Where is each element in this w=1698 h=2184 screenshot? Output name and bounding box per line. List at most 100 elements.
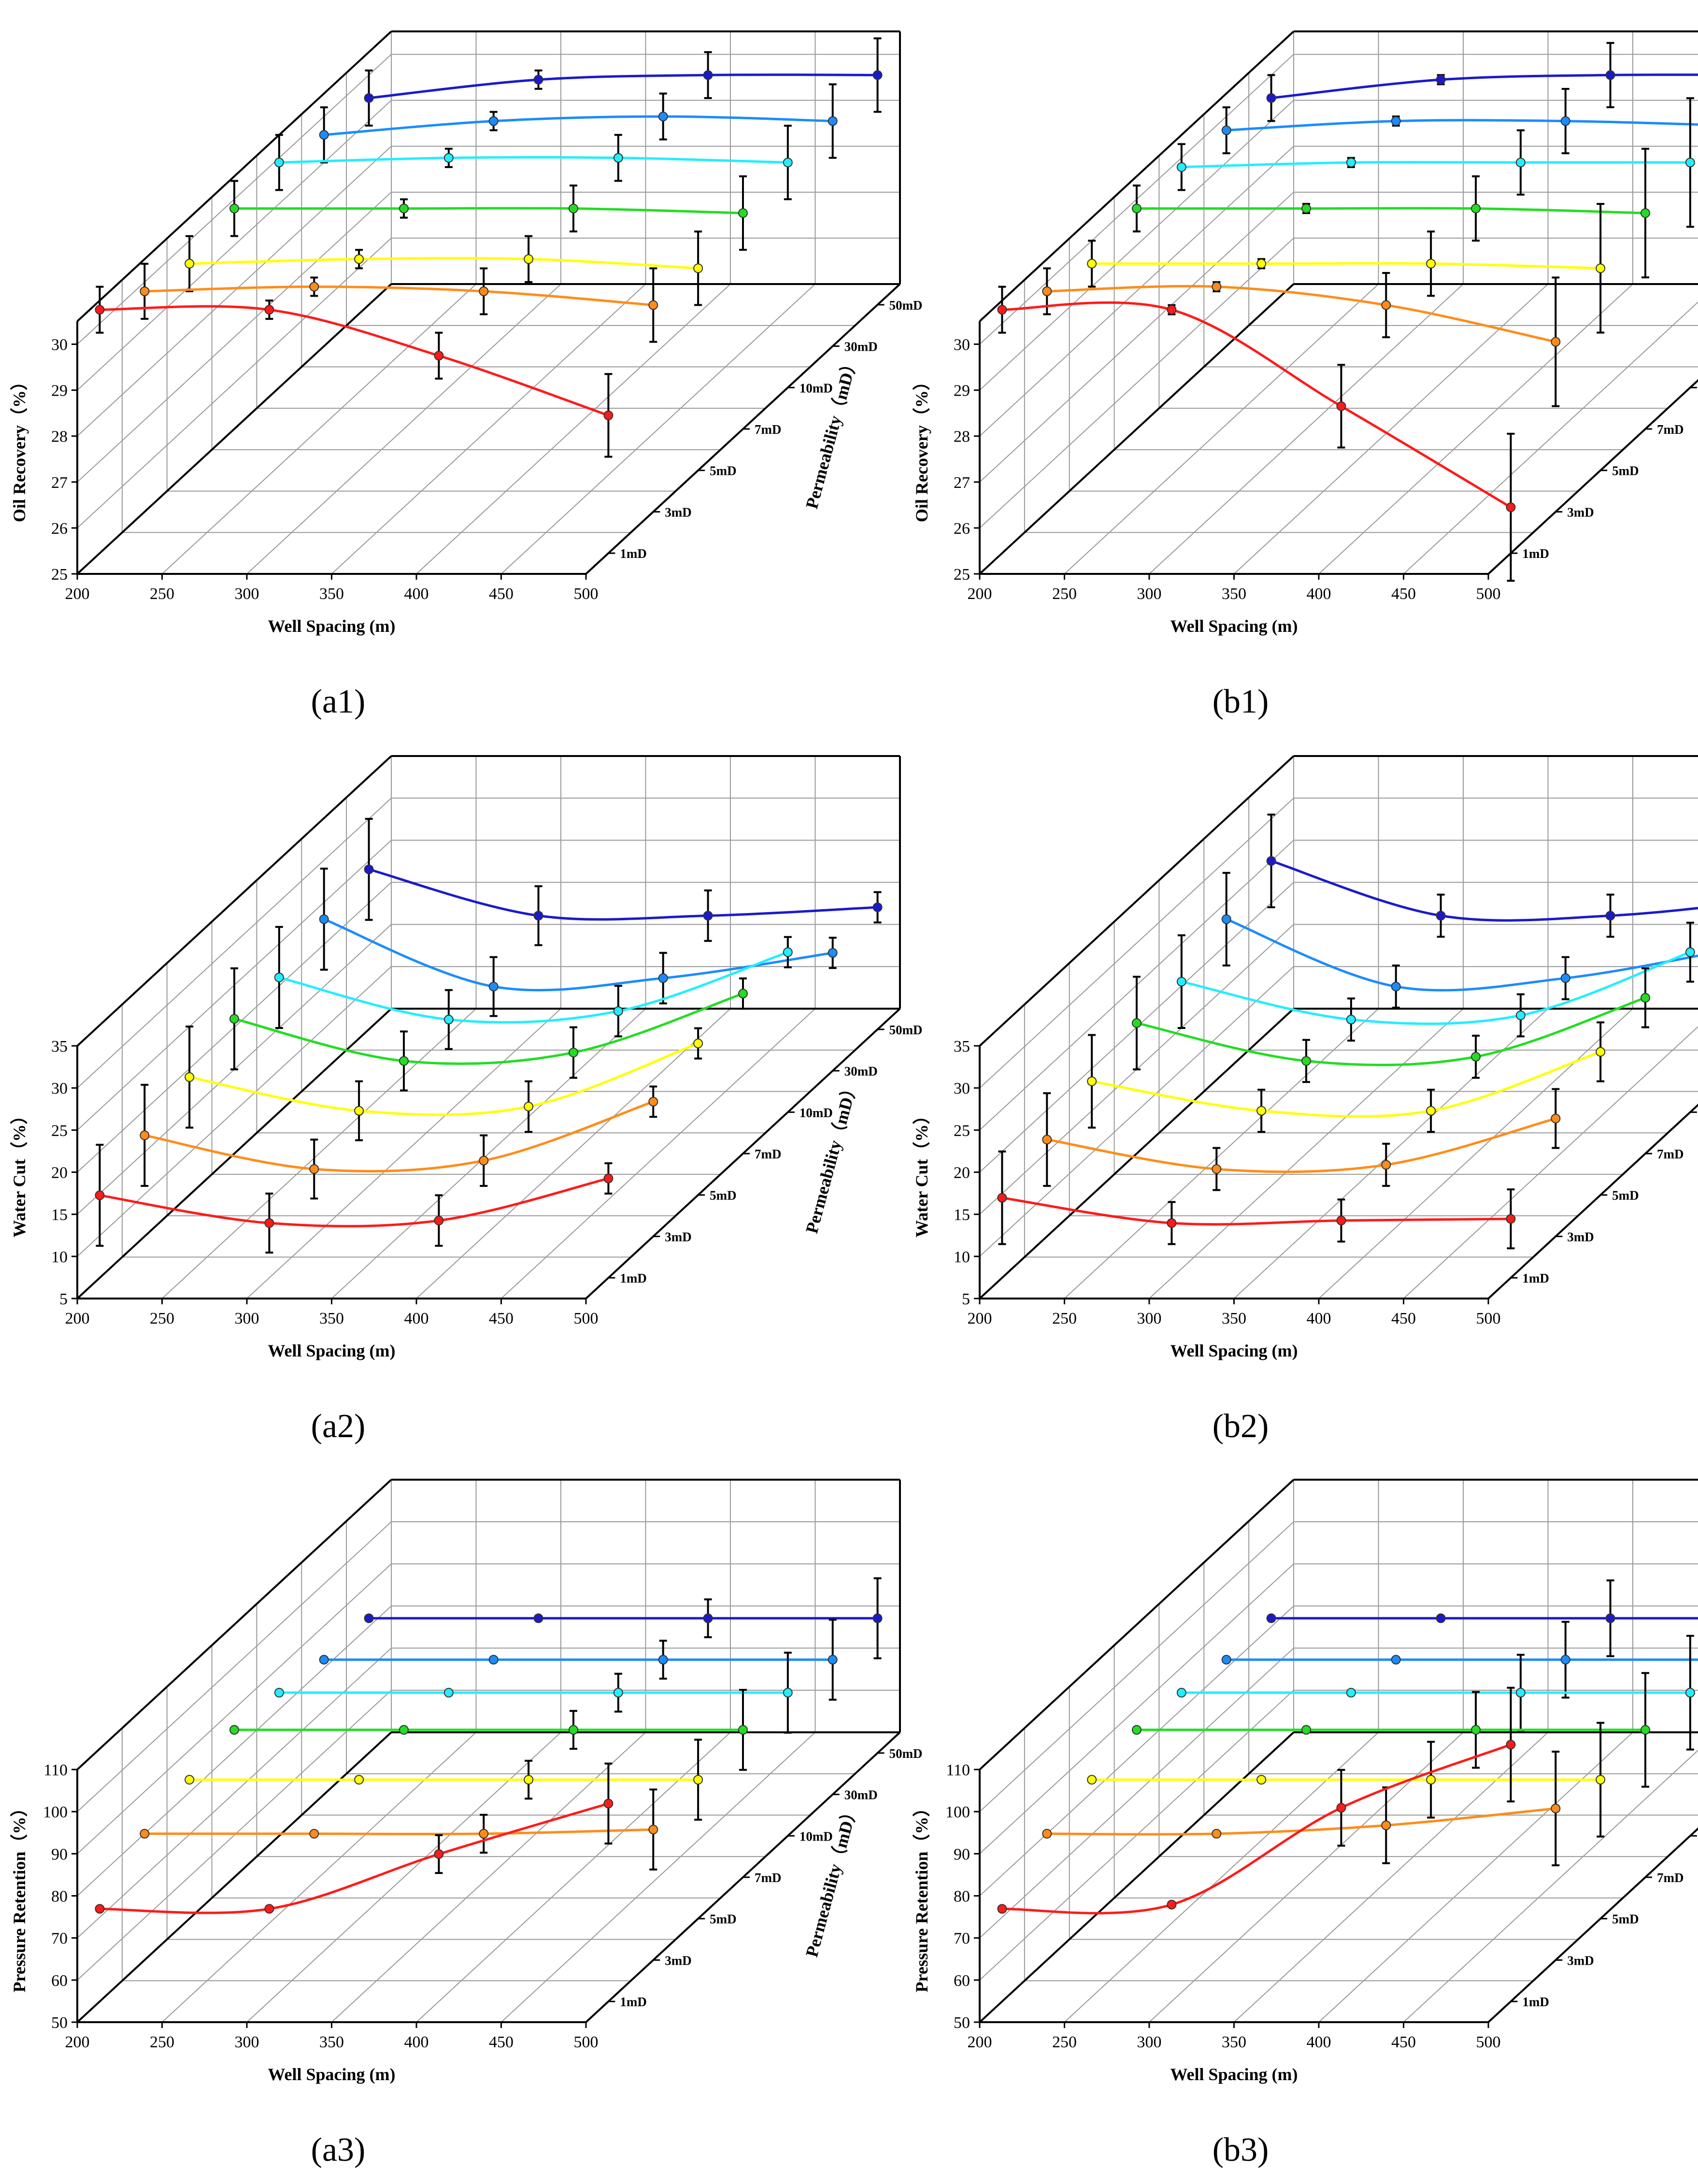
- depth-tick-label: 7mD: [755, 422, 782, 437]
- data-point: [828, 116, 838, 126]
- data-point: [783, 947, 793, 957]
- series-line: [1002, 301, 1512, 509]
- series-10mD: [1176, 922, 1695, 1042]
- y-tick-label: 15: [954, 1206, 970, 1224]
- x-tick-label: 450: [489, 1310, 514, 1328]
- data-point: [1256, 1775, 1267, 1785]
- side-wall-gridline: [979, 192, 1294, 483]
- data-point: [738, 988, 748, 999]
- plot-box: [979, 1479, 1698, 2023]
- depth-tick-label: 5mD: [1612, 1912, 1639, 1927]
- data-point: [1506, 502, 1516, 513]
- x-tick-label: 450: [1391, 1310, 1416, 1328]
- floor-gridline-x: [161, 284, 477, 574]
- x-axis-title: Well Spacing (m): [1170, 1341, 1298, 1360]
- series-5mD: [1087, 203, 1606, 334]
- data-point: [658, 112, 668, 122]
- side-wall-grid: [77, 756, 392, 1299]
- data-point: [1167, 1899, 1177, 1910]
- x-axis-title: Well Spacing (m): [268, 2065, 395, 2084]
- data-point: [1596, 1775, 1606, 1785]
- series-1mD: [997, 1686, 1516, 1914]
- floor-gridline-x: [1149, 1008, 1464, 1299]
- data-point: [1132, 1725, 1142, 1735]
- data-point: [1212, 1164, 1222, 1174]
- x-tick-label: 400: [1307, 1310, 1331, 1328]
- data-point: [658, 973, 668, 983]
- data-point: [443, 1014, 454, 1025]
- data-point: [1266, 856, 1276, 866]
- series-line: [1091, 1050, 1601, 1118]
- data-point: [524, 1775, 534, 1785]
- x-tick-label: 400: [1307, 2033, 1331, 2051]
- floor-gridline-x: [161, 1008, 477, 1299]
- data-point: [354, 254, 364, 264]
- series-line: [1002, 1197, 1511, 1226]
- y-tick-label: 29: [954, 382, 970, 400]
- series-7mD: [229, 175, 748, 251]
- data-point: [738, 208, 748, 218]
- x-axis-title: Well Spacing (m): [1170, 2065, 1298, 2084]
- series-line: [1136, 997, 1646, 1067]
- data-point: [1346, 1014, 1356, 1025]
- data-point: [1685, 157, 1695, 168]
- data-point: [648, 1097, 658, 1107]
- data-point: [1560, 116, 1570, 126]
- depth-tick-label: 1mD: [620, 546, 647, 561]
- data-point: [1551, 1113, 1561, 1124]
- data-point: [185, 258, 195, 269]
- floor-gridline-x: [161, 1732, 477, 2023]
- series-7mD: [229, 967, 748, 1092]
- data-point: [1436, 1613, 1446, 1623]
- series-7mD: [1132, 967, 1650, 1083]
- box-bottom-left-edge: [979, 283, 1295, 575]
- box-bottom-left-edge: [979, 1731, 1295, 2023]
- series-7mD: [1132, 147, 1650, 279]
- series-30mD: [319, 83, 838, 164]
- data-point: [1087, 1775, 1097, 1785]
- y-tick-label: 5: [962, 1290, 970, 1308]
- data-point: [1515, 157, 1526, 168]
- data-point: [1436, 74, 1446, 85]
- y-tick-label: 110: [946, 1761, 970, 1779]
- series-1mD: [95, 285, 614, 458]
- side-wall-gridline: [979, 798, 1294, 1088]
- floor-gridline-x: [246, 1008, 561, 1299]
- x-tick-label: 200: [65, 1310, 90, 1328]
- data-point: [658, 1655, 668, 1665]
- series-10mD: [274, 125, 793, 200]
- chart-panel: 200 250 300 350 400 450 500 5 10 15 20 25 30 35 1mD 3mD…: [912, 755, 1698, 1445]
- depth-tick-label: 5mD: [710, 1188, 737, 1203]
- data-point: [1212, 282, 1222, 292]
- floor-gridline-x: [246, 1732, 561, 2023]
- floor-grid: [77, 284, 900, 574]
- data-point: [1641, 1725, 1650, 1735]
- data-point: [309, 282, 319, 292]
- data-point: [872, 902, 883, 913]
- data-point: [140, 1130, 150, 1141]
- side-wall-gridline: [979, 1605, 1294, 1897]
- series-50mD: [1266, 814, 1698, 938]
- y-tick-label: 90: [51, 1845, 68, 1863]
- y-tick-label: 30: [954, 1080, 970, 1098]
- depth-tick-label: 30mD: [844, 340, 878, 354]
- chart-panel: 200 250 300 350 400 450 500 50 60 70 80 90 100 110 1mD…: [10, 1479, 923, 2169]
- data-point: [309, 1164, 319, 1174]
- depth-tick-label: 5mD: [710, 464, 737, 478]
- data-point: [354, 1775, 364, 1785]
- side-wall-gridline: [77, 1521, 392, 1812]
- floor-gridline-x: [331, 1008, 646, 1299]
- y-axis-title: Pressure Retention（%）: [912, 1799, 931, 1993]
- data-point: [828, 948, 838, 958]
- data-point: [693, 263, 703, 273]
- plot-box: [76, 30, 901, 575]
- data-point: [524, 254, 534, 264]
- data-point: [1391, 982, 1401, 992]
- y-tick-label: 10: [51, 1248, 68, 1266]
- box-top-left-edge: [76, 755, 392, 1047]
- data-point: [613, 1006, 623, 1016]
- floor-gridline-x: [1149, 1732, 1464, 2023]
- depth-tick-label: 1mD: [1522, 546, 1549, 561]
- depth-axis-title: Permeability（mD）: [802, 1802, 861, 1959]
- x-tick-label: 300: [1137, 1310, 1162, 1328]
